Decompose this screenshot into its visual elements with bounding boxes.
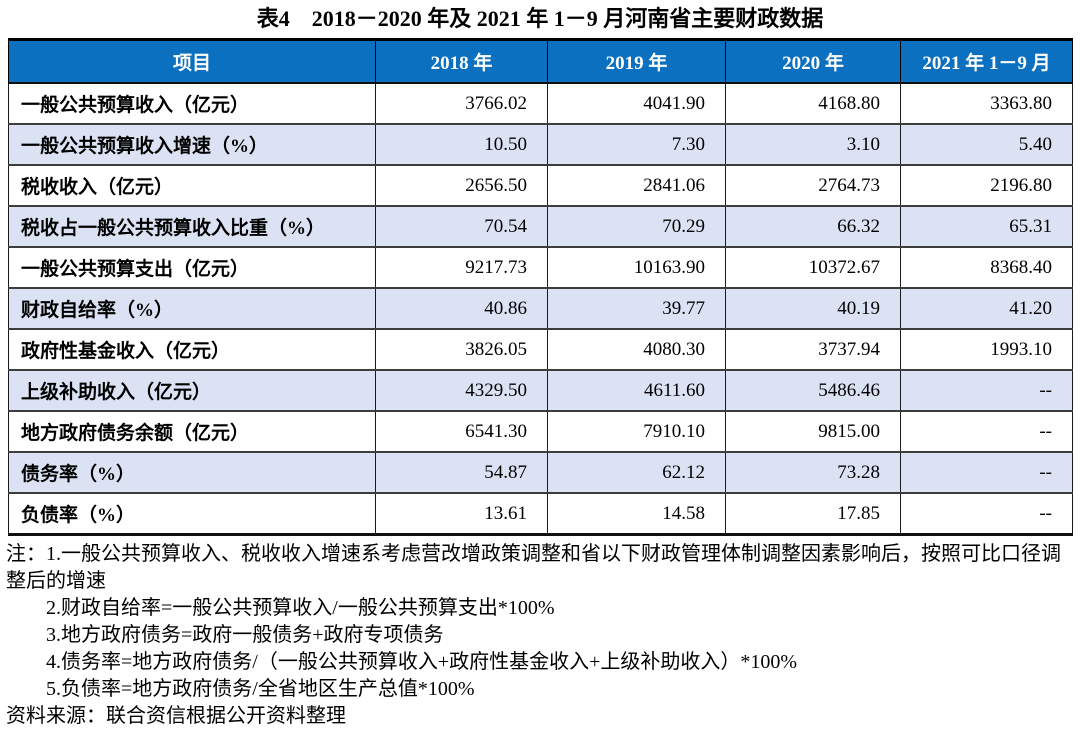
cell-value: 2196.80 (900, 164, 1073, 207)
table-row: 财政自给率（%） 40.86 39.77 40.19 41.20 (8, 287, 1073, 330)
cell-value: 62.12 (547, 451, 726, 494)
cell-value: -- (900, 369, 1073, 412)
cell-value: -- (900, 451, 1073, 494)
cell-value: 3.10 (725, 123, 901, 166)
cell-value: 10372.67 (725, 246, 901, 289)
row-label: 税收占一般公共预算收入比重（%） (8, 205, 376, 248)
cell-value: 1993.10 (900, 328, 1073, 371)
row-label: 债务率（%） (8, 451, 376, 494)
cell-value: 54.87 (375, 451, 548, 494)
cell-value: 8368.40 (900, 246, 1073, 289)
footnote-1: 注：1.一般公共预算收入、税收收入增速系考虑营改增政策调整和省以下财政管理体制调… (6, 543, 1061, 592)
header-2021-jan-sep: 2021 年 1－9 月 (900, 39, 1073, 84)
row-label: 政府性基金收入（亿元） (8, 328, 376, 371)
cell-value: 6541.30 (375, 410, 548, 453)
cell-value: 4041.90 (547, 82, 726, 125)
row-label: 负债率（%） (8, 492, 376, 536)
row-label: 上级补助收入（亿元） (8, 369, 376, 412)
cell-value: 4611.60 (547, 369, 726, 412)
cell-value: 66.32 (725, 205, 901, 248)
cell-value: -- (900, 492, 1073, 536)
cell-value: 65.31 (900, 205, 1073, 248)
cell-value: 3826.05 (375, 328, 548, 371)
footnote-4: 4.债务率=地方政府债务/（一般公共预算收入+政府性基金收入+上级补助收入）*1… (46, 651, 798, 673)
cell-value: 10.50 (375, 123, 548, 166)
row-label: 一般公共预算支出（亿元） (8, 246, 376, 289)
row-label: 地方政府债务余额（亿元） (8, 410, 376, 453)
fiscal-data-table: 项目 2018 年 2019 年 2020 年 2021 年 1－9 月 一般公… (8, 38, 1073, 536)
row-label: 税收收入（亿元） (8, 164, 376, 207)
table-row: 负债率（%） 13.61 14.58 17.85 -- (8, 492, 1073, 536)
table-row: 一般公共预算支出（亿元） 9217.73 10163.90 10372.67 8… (8, 246, 1073, 289)
header-2018: 2018 年 (375, 39, 548, 84)
cell-value: 14.58 (547, 492, 726, 536)
cell-value: 5486.46 (725, 369, 901, 412)
cell-value: 3766.02 (375, 82, 548, 125)
header-2019: 2019 年 (547, 39, 726, 84)
cell-value: 40.86 (375, 287, 548, 330)
cell-value: 3363.80 (900, 82, 1073, 125)
cell-value: 2764.73 (725, 164, 901, 207)
cell-value: 70.29 (547, 205, 726, 248)
header-item-column: 项目 (8, 39, 376, 84)
row-label: 一般公共预算收入增速（%） (8, 123, 376, 166)
cell-value: 39.77 (547, 287, 726, 330)
cell-value: 4168.80 (725, 82, 901, 125)
cell-value: 4329.50 (375, 369, 548, 412)
header-row: 项目 2018 年 2019 年 2020 年 2021 年 1－9 月 (8, 39, 1073, 84)
cell-value: 9815.00 (725, 410, 901, 453)
cell-value: 41.20 (900, 287, 1073, 330)
footnote-3: 3.地方政府债务=政府一般债务+政府专项债务 (46, 624, 444, 646)
cell-value: 2656.50 (375, 164, 548, 207)
cell-value: 7.30 (547, 123, 726, 166)
cell-value: -- (900, 410, 1073, 453)
cell-value: 7910.10 (547, 410, 726, 453)
row-label: 财政自给率（%） (8, 287, 376, 330)
footnote-2: 2.财政自给率=一般公共预算收入/一般公共预算支出*100% (46, 597, 555, 619)
cell-value: 3737.94 (725, 328, 901, 371)
table-row: 税收占一般公共预算收入比重（%） 70.54 70.29 66.32 65.31 (8, 205, 1073, 248)
data-source-line: 资料来源：联合资信根据公开资料整理 (6, 705, 346, 727)
table-row: 地方政府债务余额（亿元） 6541.30 7910.10 9815.00 -- (8, 410, 1073, 453)
table-row: 政府性基金收入（亿元） 3826.05 4080.30 3737.94 1993… (8, 328, 1073, 371)
cell-value: 70.54 (375, 205, 548, 248)
table-title: 表4 2018－2020 年及 2021 年 1－9 月河南省主要财政数据 (256, 6, 824, 31)
table-row: 一般公共预算收入（亿元） 3766.02 4041.90 4168.80 336… (8, 82, 1073, 125)
row-label: 一般公共预算收入（亿元） (8, 82, 376, 125)
cell-value: 10163.90 (547, 246, 726, 289)
cell-value: 2841.06 (547, 164, 726, 207)
footnotes: 注：1.一般公共预算收入、税收收入增速系考虑营改增政策调整和省以下财政管理体制调… (6, 541, 1074, 730)
cell-value: 9217.73 (375, 246, 548, 289)
cell-value: 13.61 (375, 492, 548, 536)
cell-value: 73.28 (725, 451, 901, 494)
cell-value: 5.40 (900, 123, 1073, 166)
table-row: 一般公共预算收入增速（%） 10.50 7.30 3.10 5.40 (8, 123, 1073, 166)
cell-value: 4080.30 (547, 328, 726, 371)
cell-value: 40.19 (725, 287, 901, 330)
table-row: 债务率（%） 54.87 62.12 73.28 -- (8, 451, 1073, 494)
cell-value: 17.85 (725, 492, 901, 536)
table-row: 税收收入（亿元） 2656.50 2841.06 2764.73 2196.80 (8, 164, 1073, 207)
header-2020: 2020 年 (725, 39, 901, 84)
table-row: 上级补助收入（亿元） 4329.50 4611.60 5486.46 -- (8, 369, 1073, 412)
footnote-5: 5.负债率=地方政府债务/全省地区生产总值*100% (46, 678, 475, 700)
